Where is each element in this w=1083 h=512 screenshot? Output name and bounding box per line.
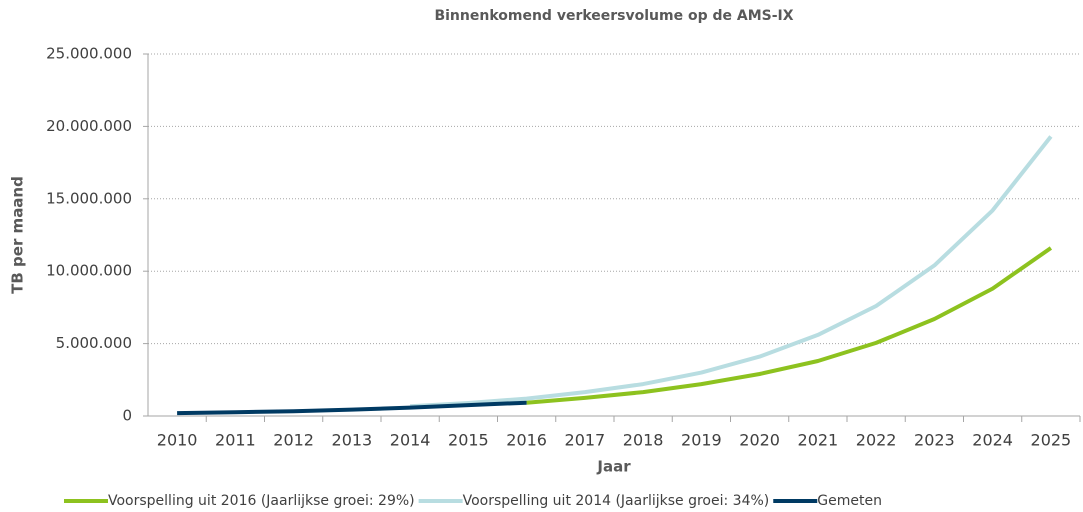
legend-label: Gemeten — [817, 493, 882, 509]
x-axis-title: Jaar — [596, 458, 631, 476]
x-tick-label: 2022 — [856, 431, 897, 450]
x-tick-label: 2017 — [565, 431, 606, 450]
x-tick-label: 2018 — [623, 431, 664, 450]
legend-label: Voorspelling uit 2016 (Jaarlijkse groei:… — [108, 493, 415, 509]
x-tick-label: 2024 — [972, 431, 1013, 450]
x-tick-label: 2010 — [157, 431, 198, 450]
x-tick-label: 2013 — [332, 431, 373, 450]
x-tick-label: 2021 — [798, 431, 839, 450]
y-axis-title: TB per maand — [9, 176, 27, 294]
y-tick-label: 0 — [122, 407, 132, 425]
x-tick-label: 2019 — [681, 431, 722, 450]
line-series — [526, 246, 1053, 405]
x-tick-label: 2023 — [914, 431, 955, 450]
y-tick-label: 20.000.000 — [46, 117, 132, 135]
x-tick-label: 2016 — [506, 431, 547, 450]
x-tick-label: 2025 — [1031, 431, 1072, 450]
y-tick-label: 25.000.000 — [46, 45, 132, 63]
x-tick-label: 2011 — [215, 431, 256, 450]
y-tick-label: 15.000.000 — [46, 189, 132, 207]
x-tick-label: 2020 — [739, 431, 780, 450]
y-tick-label: 10.000.000 — [46, 262, 132, 280]
y-tick-label: 5.000.000 — [56, 334, 132, 352]
legend-label: Voorspelling uit 2014 (Jaarlijkse groei:… — [463, 493, 770, 509]
x-tick-label: 2012 — [273, 431, 314, 450]
line-series — [177, 400, 527, 416]
line-series — [409, 135, 1053, 409]
x-tick-label: 2014 — [390, 431, 431, 450]
chart-title: Binnenkomend verkeersvolume op de AMS-IX — [434, 8, 793, 24]
x-tick-label: 2015 — [448, 431, 489, 450]
